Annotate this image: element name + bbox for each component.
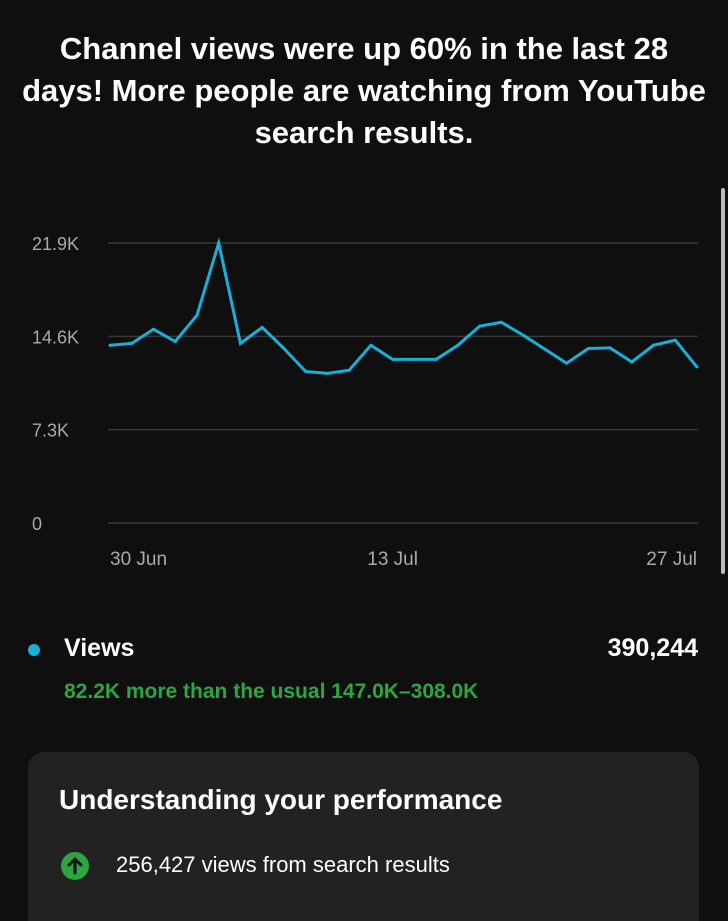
data-point (434, 357, 438, 361)
legend-views: Views 390,244 (28, 632, 698, 666)
views-line-chart: 0 7.3K 14.6K 21.9K 30 Jun 13 Jul 27 Jul (32, 234, 699, 570)
data-point (608, 346, 612, 350)
data-point (478, 324, 482, 328)
y-tick-label: 21.9K (32, 234, 79, 254)
scrollbar[interactable] (721, 188, 725, 574)
headline: Channel views were up 60% in the last 28… (22, 31, 706, 150)
views-delta-text: 82.2K more than the usual 147.0K–308.0K (64, 680, 479, 703)
data-point (565, 361, 569, 365)
views-total: 390,244 (607, 634, 698, 662)
series-color-dot (28, 644, 40, 656)
data-point (630, 360, 634, 364)
y-tick-label: 14.6K (32, 327, 79, 347)
data-point (217, 241, 221, 245)
data-point (325, 371, 329, 375)
card-title: Understanding your performance (59, 784, 503, 815)
data-point (586, 346, 590, 350)
data-point (130, 341, 134, 345)
data-point (108, 343, 112, 347)
data-point (521, 333, 525, 337)
data-point (260, 325, 264, 329)
arrow-up-icon (61, 852, 89, 880)
data-point (695, 365, 699, 369)
insight-text: 256,427 views from search results (116, 852, 450, 877)
data-point (282, 346, 286, 350)
legend-label: Views (64, 634, 135, 662)
views-series-line (109, 237, 699, 375)
y-tick-label: 0 (32, 514, 42, 534)
data-point (391, 357, 395, 361)
x-tick-label: 13 Jul (367, 549, 418, 570)
data-point (412, 357, 416, 361)
y-tick-label: 7.3K (32, 421, 69, 441)
x-tick-label: 30 Jun (110, 549, 167, 570)
data-point (151, 327, 155, 331)
data-point (499, 320, 503, 324)
data-point (238, 341, 242, 345)
x-tick-label: 27 Jul (646, 549, 697, 570)
data-point (173, 339, 177, 343)
data-point (195, 313, 199, 317)
data-point (673, 338, 677, 342)
data-point (652, 343, 656, 347)
data-point (543, 347, 547, 351)
data-point (304, 369, 308, 373)
performance-card[interactable]: Understanding your performance 256,427 v… (28, 752, 699, 921)
data-point (347, 368, 351, 372)
data-point (456, 343, 460, 347)
data-point (369, 343, 373, 347)
